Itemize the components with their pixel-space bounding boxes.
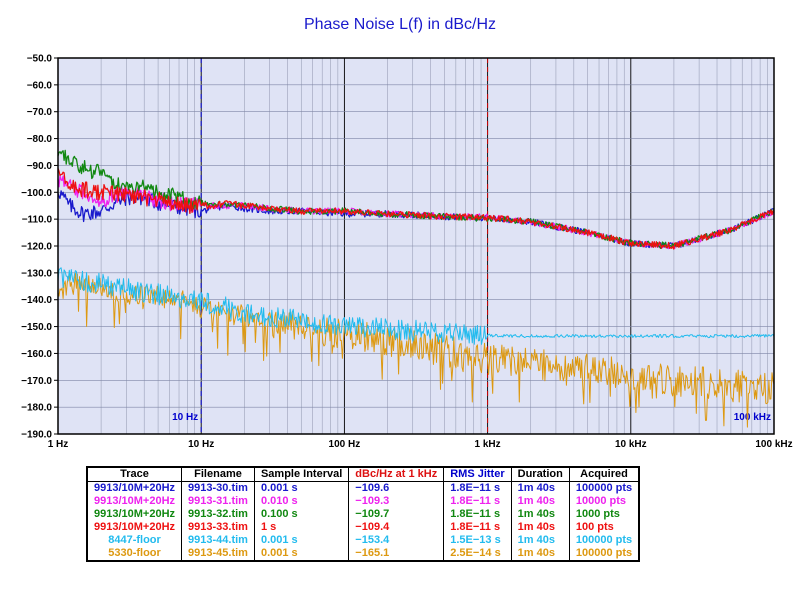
legend-row: 8447-floor 9913-44.tim 0.001 s −153.4 1.5E−1… — [86, 534, 640, 547]
legend-cell: 0.001 s — [253, 534, 350, 547]
legend-cell: 0.100 s — [253, 508, 350, 521]
legend-cell: 9913/10M+20Hz — [86, 521, 183, 534]
y-tick-label: −100.0 — [21, 188, 52, 199]
header-trace: Trace — [86, 466, 183, 482]
legend-cell: 1m 40s — [510, 508, 570, 521]
legend-cell: 1.5E−13 s — [443, 534, 512, 547]
legend-cell: 9913-45.tim — [181, 547, 255, 561]
legend-cell: −109.3 — [348, 495, 445, 508]
y-tick-label: −80.0 — [27, 134, 53, 145]
legend-cell: −109.4 — [348, 521, 445, 534]
y-tick-label: −120.0 — [21, 242, 52, 253]
x-tick-label: 100 Hz — [329, 439, 361, 450]
phase-noise-plot: 10 Hz 100 kHz −50.0 −60.0 −70.0 −80.0 −90.0 −1… — [21, 54, 793, 451]
x-tick-label: 100 kHz — [755, 439, 792, 450]
header-acquired: Acquired — [568, 466, 640, 482]
legend-body: 9913/10M+20Hz 9913-30.tim 0.001 s −109.6 1.8… — [86, 481, 640, 561]
header-filename: Filename — [181, 466, 255, 482]
legend-cell: 9913-30.tim — [181, 481, 255, 495]
y-tick-label: −150.0 — [21, 322, 52, 333]
legend-cell: 5330-floor — [86, 547, 183, 561]
legend-cell: 1m 40s — [510, 534, 570, 547]
x-tick-label: 10 kHz — [615, 439, 647, 450]
legend-cell: 0.001 s — [253, 481, 350, 495]
marker-label: 10 Hz — [172, 412, 198, 423]
y-tick-label: −130.0 — [21, 268, 52, 279]
legend-cell: −165.1 — [348, 547, 445, 561]
series-line — [57, 267, 775, 345]
legend-cell: −109.7 — [348, 508, 445, 521]
y-tick-label: −170.0 — [21, 376, 52, 387]
legend-cell: 1.8E−11 s — [443, 481, 512, 495]
legend-cell: 1 s — [253, 521, 350, 534]
legend-row: 9913/10M+20Hz 9913-31.tim 0.010 s −109.3 1.8… — [86, 495, 640, 508]
y-tick-label: −70.0 — [27, 107, 53, 118]
legend-table: Trace Filename Sample Interval dBc/Hz at… — [86, 466, 641, 562]
series-line — [57, 168, 775, 250]
legend-cell: 1.8E−11 s — [443, 508, 512, 521]
legend-row: 5330-floor 9913-45.tim 0.001 s −165.1 2.5E−1… — [86, 547, 640, 561]
x-tick-label: 1 kHz — [475, 439, 501, 450]
legend-row: 9913/10M+20Hz 9913-30.tim 0.001 s −109.6 1.8… — [86, 481, 640, 495]
y-tick-label: −110.0 — [22, 215, 53, 226]
legend-cell: 10000 pts — [568, 495, 640, 508]
x-tick-label: 1 Hz — [48, 439, 69, 450]
legend-cell: −153.4 — [348, 534, 445, 547]
chart-title: Phase Noise L(f) in dBc/Hz — [303, 16, 497, 33]
legend-cell: 100000 pts — [568, 481, 640, 495]
legend-cell: 1000 pts — [568, 508, 640, 521]
legend-row: 9913/10M+20Hz 9913-33.tim 1 s −109.4 1.8E−11… — [86, 521, 640, 534]
legend-cell: 1.8E−11 s — [443, 495, 512, 508]
legend-cell: −109.6 — [348, 481, 445, 495]
x-axis: 1 Hz 10 Hz 100 Hz 1 kHz 10 kHz 100 kHz — [48, 439, 793, 450]
legend-cell: 100000 pts — [568, 547, 640, 561]
legend-cell: 2.5E−14 s — [443, 547, 512, 561]
legend-cell: 9913-33.tim — [181, 521, 255, 534]
marker-lines: 10 Hz 100 kHz — [172, 58, 775, 434]
x-tick-label: 10 Hz — [188, 439, 214, 450]
legend-cell: 9913-32.tim — [181, 508, 255, 521]
legend-cell: 1m 40s — [510, 547, 570, 561]
y-tick-label: −180.0 — [21, 403, 52, 414]
legend-cell: 0.010 s — [253, 495, 350, 508]
legend-cell: 9913/10M+20Hz — [86, 495, 183, 508]
y-tick-label: −160.0 — [21, 349, 52, 360]
y-tick-label: −60.0 — [27, 80, 53, 91]
legend-cell: 1m 40s — [510, 495, 570, 508]
header-duration: Duration — [510, 466, 570, 482]
legend-row: 9913/10M+20Hz 9913-32.tim 0.100 s −109.7 1.8… — [86, 508, 640, 521]
series-layer — [57, 149, 775, 428]
y-tick-label: −190.0 — [21, 430, 52, 441]
header-dbc-at-1khz: dBc/Hz at 1 kHz — [348, 466, 445, 482]
legend-cell: 1m 40s — [510, 521, 570, 534]
legend-cell: 100 pts — [568, 521, 640, 534]
legend-header-row: Trace Filename Sample Interval dBc/Hz at… — [86, 466, 640, 482]
legend-cell: 1.8E−11 s — [443, 521, 512, 534]
legend-cell: 9913/10M+20Hz — [86, 481, 183, 495]
legend-cell: 100000 pts — [568, 534, 640, 547]
header-rms-jitter: RMS Jitter — [443, 466, 512, 482]
legend-cell: 0.001 s — [253, 547, 350, 561]
y-tick-label: −140.0 — [21, 295, 52, 306]
y-tick-label: −50.0 — [27, 54, 53, 65]
legend-cell: 9913-44.tim — [181, 534, 255, 547]
legend-cell: 9913/10M+20Hz — [86, 508, 183, 521]
header-sample-interval: Sample Interval — [253, 466, 350, 482]
legend-cell: 1m 40s — [510, 481, 570, 495]
y-tick-label: −90.0 — [27, 161, 53, 172]
legend-cell: 9913-31.tim — [181, 495, 255, 508]
marker-label: 100 kHz — [734, 412, 771, 423]
legend-cell: 8447-floor — [86, 534, 183, 547]
grid — [57, 57, 775, 435]
y-axis: −50.0 −60.0 −70.0 −80.0 −90.0 −100.0 −110.0 −12… — [21, 54, 58, 441]
